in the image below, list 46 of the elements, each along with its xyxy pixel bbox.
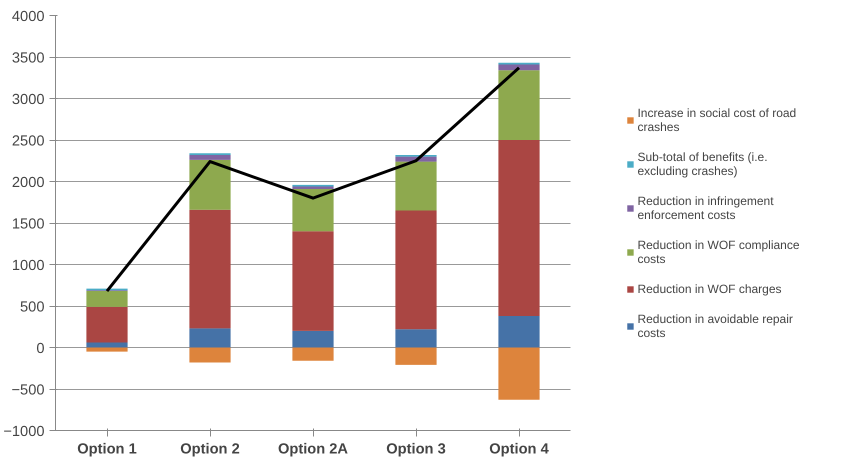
line-series [106,66,520,293]
y-tick-label: 0 [36,341,45,357]
bar [498,316,540,348]
y-tick-label: −1000 [3,424,45,440]
y-tick-label: −500 [11,382,45,398]
bar [292,231,334,331]
bar [395,210,437,330]
x-tick-label: Option 1 [77,442,137,458]
x-tick-label: Option 2A [278,442,348,458]
y-tick-label: 3500 [12,50,45,66]
y-tick-label: 2000 [12,175,45,191]
bar [86,342,128,348]
bar [292,188,334,232]
bar [292,186,334,189]
bar [498,70,540,140]
y-tick-label: 1500 [12,216,45,232]
bar [395,162,437,211]
y-tick-label: 2500 [12,134,45,150]
bar [189,210,231,328]
bar [189,328,231,348]
legend-label: Reduction in WOF compliance costs [637,238,800,266]
x-tick-label: Option 2 [180,442,240,458]
bar [189,154,231,160]
legend-label: Reduction in WOF charges [637,282,782,296]
bar [86,306,128,343]
y-tick-label: 3000 [12,92,45,108]
x-tick-label: Option 3 [386,442,446,458]
y-tick-label: 4000 [12,9,45,25]
legend-label: Reduction in avoidable repair costs [637,312,793,340]
y-tick-label: 500 [20,300,45,316]
legend-label: Sub-total of benefits (i.e. excluding crashes) [637,150,768,178]
bar [189,160,231,210]
bar [292,330,334,348]
y-tick-label: 1000 [12,258,45,274]
bar [395,348,437,365]
bar [86,291,128,307]
bar [498,64,540,70]
bar [498,348,540,400]
legend-label: Reduction in infringement enforcement costs [637,194,774,222]
bar [498,140,540,316]
bar [86,348,128,352]
bar [395,329,437,348]
legend-label: Increase in social cost of road crashes [637,106,796,134]
bar [292,348,334,361]
bar [189,348,231,362]
x-tick-label: Option 4 [489,442,550,458]
